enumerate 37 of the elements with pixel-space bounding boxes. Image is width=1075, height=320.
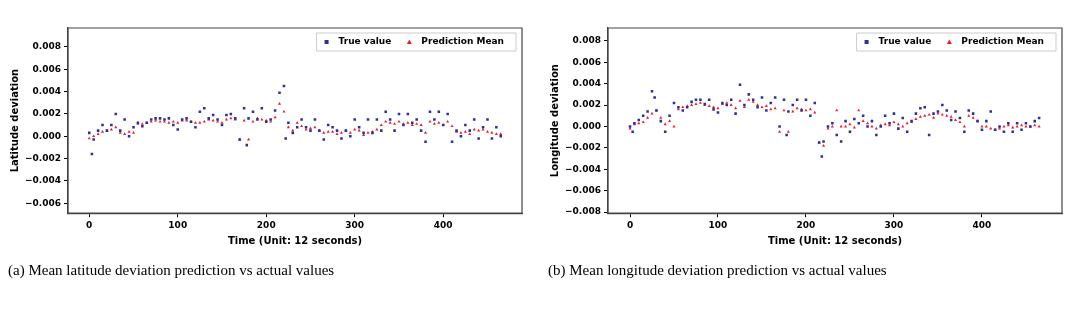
x-tick-label: 100 (168, 219, 188, 230)
text: (a) Mean latitude deviation prediction vs actual values (8, 261, 336, 280)
y-tick-label: 0.006 (32, 63, 62, 74)
y-tick-label: −0.008 (564, 206, 602, 217)
y-tick-label: −0.004 (24, 175, 62, 186)
y-tick-label: −0.002 (24, 152, 62, 163)
x-tick-label: 200 (796, 219, 816, 230)
y-tick-label: 0.000 (32, 130, 62, 141)
y-tick-label: 0.008 (572, 35, 602, 46)
y-tick-label: −0.004 (564, 163, 602, 174)
y-tick-label: 0.008 (32, 41, 62, 52)
y-tick-label: −0.006 (24, 197, 62, 208)
x-tick-label: 0 (86, 219, 93, 230)
x-tick-label: 400 (433, 219, 453, 230)
y-tick-label: 0.006 (572, 56, 602, 67)
y-tick-label: 0.000 (572, 120, 602, 131)
y-axis-title: Longitude deviation (548, 64, 560, 178)
legend-label: Prediction Mean (961, 36, 1044, 47)
text: (b) Mean longitude deviation prediction vs actual values (548, 261, 888, 280)
x-tick-label: 400 (972, 219, 992, 230)
x-tick-label: 100 (708, 219, 728, 230)
x-axis-title: Time (Unit: 12 seconds) (227, 234, 363, 246)
x-tick-label: 0 (626, 219, 634, 230)
y-tick-label: −0.002 (564, 142, 602, 153)
y-tick-label: 0.002 (32, 108, 62, 119)
y-tick-label: 0.002 (572, 99, 602, 110)
y-tick-label: −0.006 (564, 185, 602, 196)
legend-label: Prediction Mean (421, 36, 504, 47)
y-tick-label: 0.004 (32, 85, 62, 96)
x-tick-label: 300 (884, 219, 904, 230)
x-tick-label: 300 (345, 219, 365, 230)
x-tick-label: 200 (256, 219, 276, 230)
legend-label: True value (338, 36, 392, 47)
x-axis-title: Time (Unit: 12 seconds) (767, 234, 903, 246)
legend-label: True value (878, 36, 932, 47)
y-tick-label: 0.004 (572, 78, 602, 89)
y-axis-title: Latitude deviation (8, 68, 20, 173)
